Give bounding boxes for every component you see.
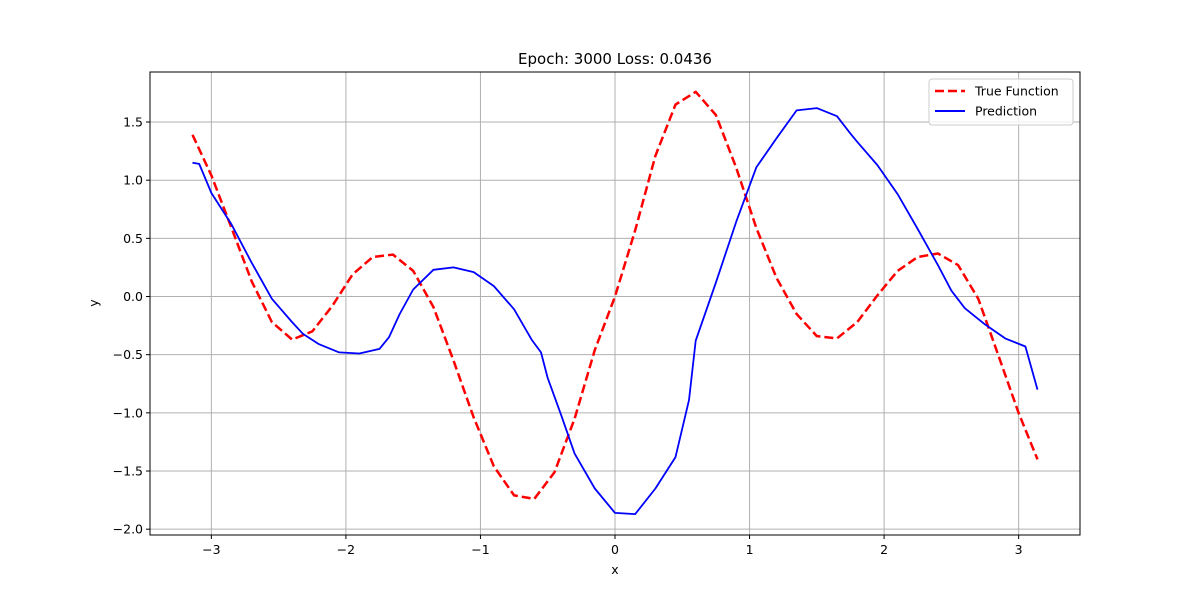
chart-title: Epoch: 3000 Loss: 0.0436 xyxy=(518,50,712,68)
y-tick-label: −1.5 xyxy=(113,464,143,479)
x-tick-label: 3 xyxy=(1015,542,1023,557)
series-line-prediction xyxy=(192,107,1039,515)
legend: True Function Prediction xyxy=(928,78,1074,126)
x-axis: −3 −2 −1 0 1 2 3 xyxy=(202,535,1023,557)
x-tick-label: −1 xyxy=(471,542,489,557)
series-layer xyxy=(191,90,1039,515)
y-axis-label: y xyxy=(86,299,101,307)
legend-label-prediction: Prediction xyxy=(975,104,1037,119)
x-tick-label: 1 xyxy=(746,542,754,557)
y-tick-label: 0.0 xyxy=(123,289,143,304)
y-tick-label: −0.5 xyxy=(113,347,143,362)
legend-label-true-function: True Function xyxy=(974,84,1059,99)
x-tick-label: −3 xyxy=(202,542,220,557)
y-axis: −2.0 −1.5 −1.0 −0.5 0.0 0.5 1.0 1.5 xyxy=(113,115,150,537)
x-axis-label: x xyxy=(611,562,618,577)
y-tick-label: 1.5 xyxy=(123,115,143,130)
y-tick-label: 1.0 xyxy=(123,173,143,188)
x-tick-label: 2 xyxy=(880,542,888,557)
x-tick-label: 0 xyxy=(611,542,619,557)
y-tick-label: −2.0 xyxy=(113,522,143,537)
y-tick-label: 0.5 xyxy=(123,231,143,246)
grid xyxy=(150,72,1080,535)
y-tick-label: −1.0 xyxy=(113,405,143,420)
x-tick-label: −2 xyxy=(337,542,355,557)
